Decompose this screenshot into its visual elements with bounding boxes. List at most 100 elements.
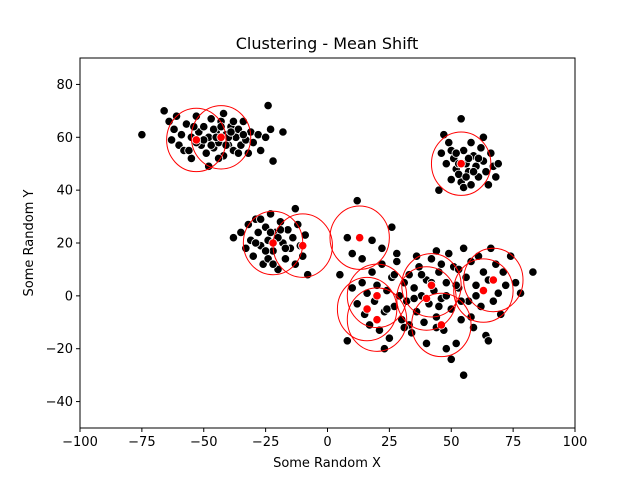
data-point-101	[248, 251, 258, 261]
data-point-159	[392, 256, 402, 267]
data-point-8	[186, 153, 196, 164]
x-axis-ticks: −100 −75 −50 −25 0 25 50 75 100	[62, 428, 587, 450]
data-point-56	[226, 127, 236, 137]
data-point-131	[261, 246, 271, 256]
data-point-215	[441, 344, 451, 354]
data-point-125	[256, 214, 266, 224]
cluster-circle-6	[346, 263, 408, 329]
data-point-37	[265, 124, 276, 134]
data-point-96	[228, 233, 239, 243]
data-point-149	[367, 267, 377, 277]
y-tick-label-0: −40	[46, 395, 73, 410]
data-point-89	[478, 132, 489, 142]
data-point-88	[466, 180, 476, 190]
data-point-166	[409, 283, 419, 293]
data-point-92	[473, 153, 484, 164]
data-point-148	[364, 320, 375, 330]
data-point-164	[404, 270, 414, 280]
y-tick-label-1: −20	[46, 342, 73, 357]
data-point-180	[444, 248, 454, 259]
data-point-91	[463, 153, 474, 164]
y-axis-label: Some Random Y	[22, 189, 37, 296]
y-tick-label-4: 40	[56, 184, 73, 199]
data-point-213	[431, 246, 441, 256]
cluster-centers	[191, 132, 498, 330]
data-point-205	[510, 278, 521, 288]
data-point-15	[206, 114, 216, 124]
data-point-62	[444, 137, 454, 148]
data-point-204	[506, 251, 516, 261]
data-point-186	[459, 243, 469, 253]
y-axis-ticks: −40 −20 0 20 40 60 80	[46, 78, 80, 410]
cluster-center-5	[355, 233, 365, 243]
data-point-3	[169, 124, 179, 134]
data-point-183	[451, 338, 461, 349]
x-tick-label-3: −25	[252, 435, 279, 450]
y-tick-label-6: 80	[56, 78, 73, 93]
data-point-221	[389, 270, 399, 280]
data-point-34	[256, 145, 266, 156]
data-point-202	[498, 267, 508, 277]
data-point-137	[367, 235, 377, 245]
data-point-85	[434, 185, 444, 195]
x-tick-label-1: −75	[128, 435, 155, 450]
data-point-128	[251, 238, 261, 248]
data-point-136	[357, 254, 367, 264]
cluster-center-13	[488, 275, 498, 285]
data-point-228	[471, 291, 481, 301]
data-point-144	[352, 299, 362, 309]
data-point-32	[248, 137, 258, 148]
data-point-194	[478, 267, 489, 277]
data-point-224	[416, 270, 427, 280]
data-point-38	[268, 156, 278, 166]
data-point-209	[459, 370, 469, 380]
cluster-center-0	[191, 135, 201, 145]
data-point-86	[446, 174, 456, 185]
cluster-center-8	[372, 315, 382, 325]
cluster-circle-1	[190, 105, 252, 170]
y-tick-label-2: 0	[65, 289, 73, 304]
data-point-39	[278, 127, 288, 137]
data-point-145	[357, 278, 367, 288]
data-point-12	[199, 122, 209, 132]
data-point-83	[441, 159, 451, 169]
cluster-circle-13	[463, 247, 524, 313]
data-point-138	[377, 243, 387, 253]
x-tick-label-2: −50	[190, 435, 217, 450]
cluster-circle-11	[411, 292, 472, 358]
y-tick-label-5: 60	[56, 131, 73, 146]
data-point-191	[471, 280, 481, 290]
cluster-circle-8	[346, 287, 408, 352]
data-point-47	[214, 153, 224, 164]
cluster-circle-0	[166, 107, 227, 173]
data-point-122	[300, 230, 310, 240]
data-point-222	[399, 322, 409, 333]
cluster-center-10	[426, 280, 437, 290]
data-point-117	[288, 233, 298, 243]
data-point-217	[411, 251, 422, 261]
cluster-circle-10	[401, 253, 462, 318]
data-point-219	[436, 259, 446, 269]
data-point-40	[166, 135, 177, 145]
x-tick-label-8: 100	[563, 435, 588, 450]
data-point-36	[263, 100, 273, 111]
cluster-circle-5	[329, 205, 390, 270]
data-point-126	[268, 259, 278, 269]
data-point-135	[342, 233, 352, 243]
data-point-141	[335, 270, 345, 280]
data-point-78	[483, 180, 493, 190]
data-point-207	[528, 267, 538, 277]
data-point-51	[233, 148, 243, 158]
data-point-152	[374, 325, 385, 335]
data-point-103	[253, 227, 263, 238]
data-point-211	[379, 344, 390, 354]
data-point-173	[426, 254, 437, 264]
data-point-60	[456, 114, 466, 124]
data-point-42	[176, 130, 187, 140]
cluster-center-2	[456, 159, 466, 169]
cluster-center-12	[478, 285, 489, 296]
plot-frame	[79, 57, 576, 429]
data-point-98	[241, 243, 251, 253]
x-axis-label: Some Random X	[273, 456, 381, 471]
data-point-132	[275, 225, 286, 235]
